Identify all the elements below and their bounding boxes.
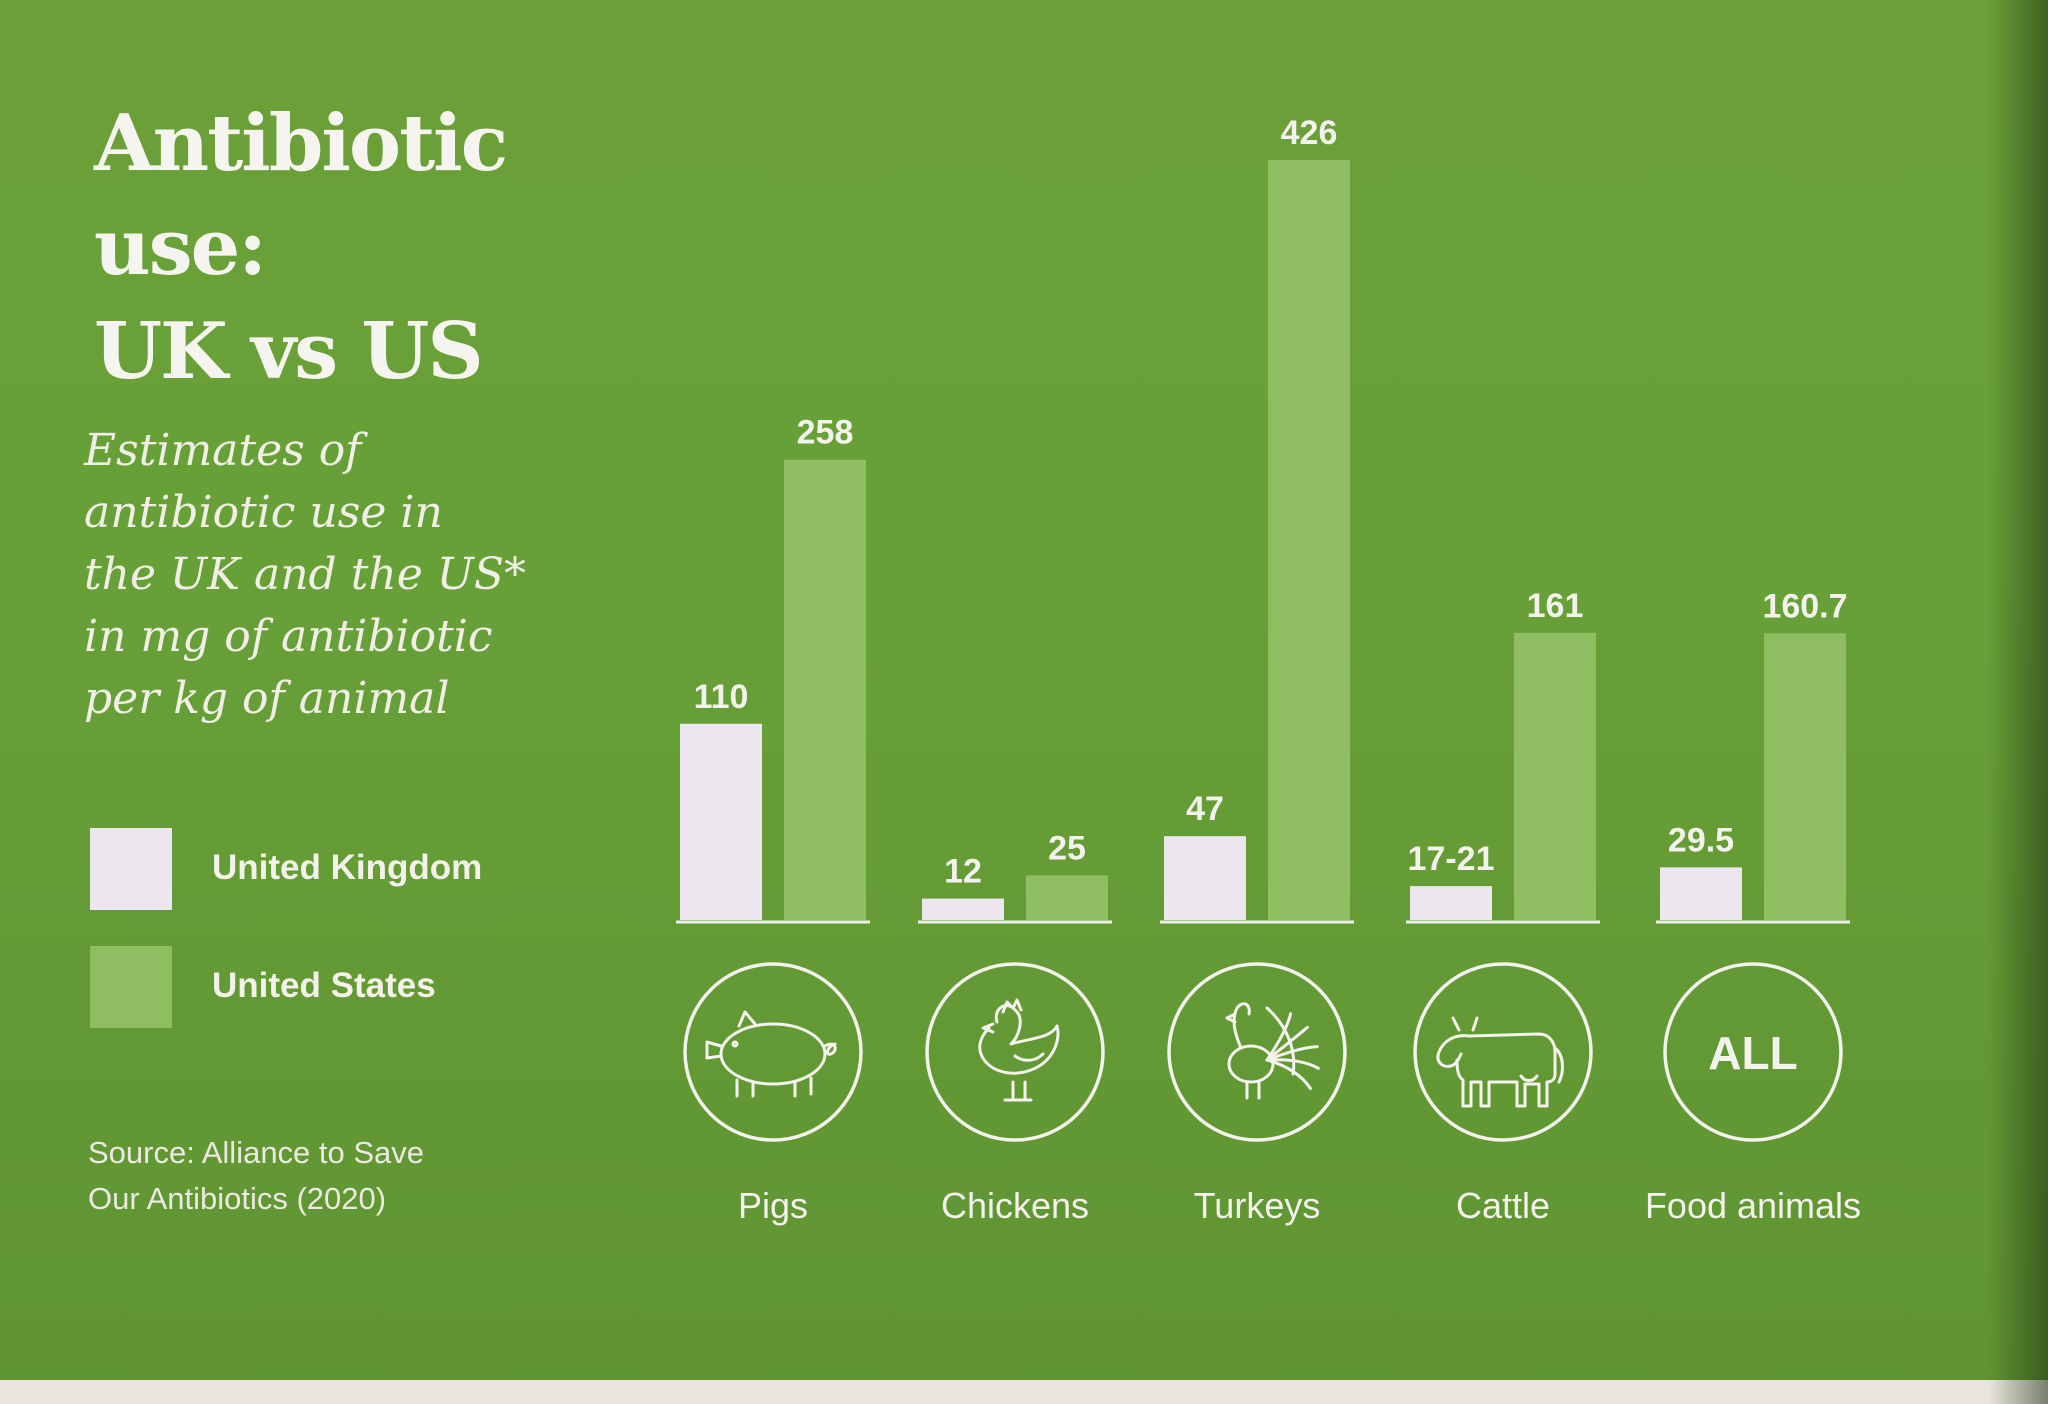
title-line: use: bbox=[94, 202, 267, 293]
page-shadow bbox=[1988, 0, 2048, 1404]
bar-us-food-animals bbox=[1764, 633, 1846, 920]
legend-label-uk: United Kingdom bbox=[212, 848, 483, 887]
all-icon-text: ALL bbox=[1708, 1027, 1797, 1079]
category-label-food-animals: Food animals bbox=[1645, 1185, 1861, 1226]
subtitle-line: in mg of antibiotic bbox=[84, 611, 493, 662]
bar-label-us-food-animals: 160.7 bbox=[1762, 587, 1847, 625]
bar-label-us-cattle: 161 bbox=[1527, 587, 1584, 625]
category-label-chickens: Chickens bbox=[941, 1185, 1089, 1226]
bar-label-us-pigs: 258 bbox=[797, 414, 854, 452]
category-label-cattle: Cattle bbox=[1456, 1185, 1550, 1226]
bar-uk-pigs bbox=[680, 723, 762, 920]
subtitle-line: the UK and the US* bbox=[84, 549, 526, 600]
turkey-icon bbox=[1167, 962, 1347, 1142]
bar-label-us-chickens: 25 bbox=[1048, 829, 1086, 867]
chart-subtitle: Estimates of antibiotic use in the UK an… bbox=[84, 420, 526, 730]
bar-uk-cattle bbox=[1410, 886, 1492, 920]
bar-label-us-turkeys: 426 bbox=[1281, 114, 1338, 152]
all-icon: ALL bbox=[1663, 962, 1843, 1142]
category-label-turkeys: Turkeys bbox=[1194, 1185, 1321, 1226]
subtitle-line: Estimates of bbox=[84, 425, 362, 476]
pig-icon bbox=[683, 962, 863, 1142]
title-line: UK vs US bbox=[94, 306, 484, 397]
bar-us-cattle bbox=[1514, 632, 1596, 920]
subtitle-line: antibiotic use in bbox=[84, 487, 443, 538]
bar-label-uk-turkeys: 47 bbox=[1186, 790, 1224, 828]
source-note: Source: Alliance to Save Our Antibiotics… bbox=[88, 1130, 424, 1222]
source-line: Our Antibiotics (2020) bbox=[88, 1181, 387, 1216]
chart-title: Antibiotic use: UK vs US bbox=[94, 92, 508, 404]
bar-us-turkeys bbox=[1268, 160, 1350, 920]
title-line: Antibiotic bbox=[94, 98, 508, 189]
bar-label-uk-chickens: 12 bbox=[944, 853, 982, 891]
source-line: Source: Alliance to Save bbox=[88, 1135, 425, 1170]
bar-uk-turkeys bbox=[1164, 836, 1246, 920]
legend-swatch-us bbox=[90, 946, 172, 1028]
category-label-pigs: Pigs bbox=[738, 1185, 808, 1226]
bar-uk-chickens bbox=[922, 898, 1004, 920]
bar-uk-food-animals bbox=[1660, 867, 1742, 920]
bar-label-uk-cattle: 17-21 bbox=[1408, 840, 1495, 878]
bar-us-chickens bbox=[1026, 875, 1108, 920]
chicken-icon bbox=[925, 962, 1105, 1142]
cow-icon bbox=[1413, 962, 1593, 1142]
bar-label-uk-pigs: 110 bbox=[694, 678, 749, 716]
bar-us-pigs bbox=[784, 459, 866, 920]
legend-label-us: United States bbox=[212, 966, 436, 1005]
subtitle-line: per kg of animal bbox=[84, 673, 450, 724]
page-edge bbox=[0, 1380, 2048, 1404]
bar-label-uk-food-animals: 29.5 bbox=[1668, 821, 1734, 859]
legend-swatch-uk bbox=[90, 828, 172, 910]
